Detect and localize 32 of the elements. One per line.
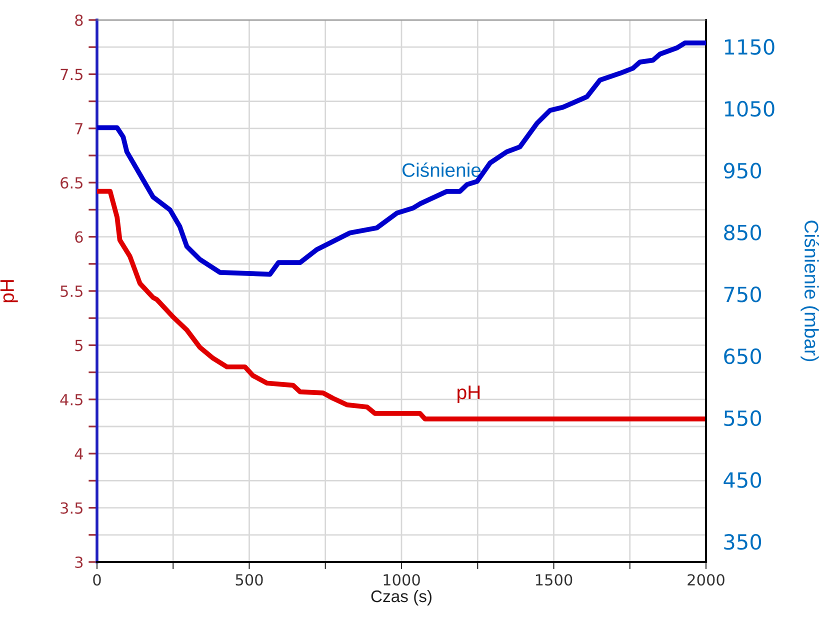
y2-tick-label: 750 xyxy=(724,286,762,302)
line-series xyxy=(97,40,706,277)
line-series xyxy=(97,188,706,422)
y2-tick-label: 650 xyxy=(724,348,762,364)
series-label: pH xyxy=(458,386,480,404)
y2-tick-label: 850 xyxy=(724,224,762,240)
y2-tick-label: 350 xyxy=(724,534,762,550)
y2-tick-label: 450 xyxy=(724,472,762,488)
y-tick-label: 8 xyxy=(75,14,83,26)
y-tick-label: 5.5 xyxy=(60,286,82,298)
y-tick-label: 6 xyxy=(75,231,83,243)
y2-tick-label: 1050 xyxy=(724,100,774,117)
y2-tick-label: 550 xyxy=(724,410,762,426)
y-axis-title: pH xyxy=(0,280,18,302)
y-tick-label: 4 xyxy=(74,448,83,460)
y2-tick-label: 1150 xyxy=(724,39,774,55)
x-tick-label: 1500 xyxy=(536,574,572,586)
y-tick-label: 7.5 xyxy=(60,68,82,80)
y2-tick-label: 950 xyxy=(724,162,762,179)
x-tick-label: 1000 xyxy=(384,574,420,586)
y-tick-label: 3 xyxy=(75,556,83,568)
x-tick-label: 0 xyxy=(93,574,101,586)
series-label: Ciśnienie xyxy=(402,162,481,177)
y-tick-label: 5 xyxy=(75,340,82,352)
x-axis-title: Czas (s) xyxy=(371,590,432,606)
y-tick-label: 3.5 xyxy=(60,502,82,514)
x-tick-label: 500 xyxy=(236,574,263,586)
y-tick-label: 7 xyxy=(75,123,82,134)
y-tick-label: 6.5 xyxy=(60,177,82,189)
y-tick-label: 4.5 xyxy=(60,394,82,406)
y2-axis-title: Ciśnienie (mbar) xyxy=(800,220,820,362)
x-tick-label: 2000 xyxy=(688,574,724,586)
